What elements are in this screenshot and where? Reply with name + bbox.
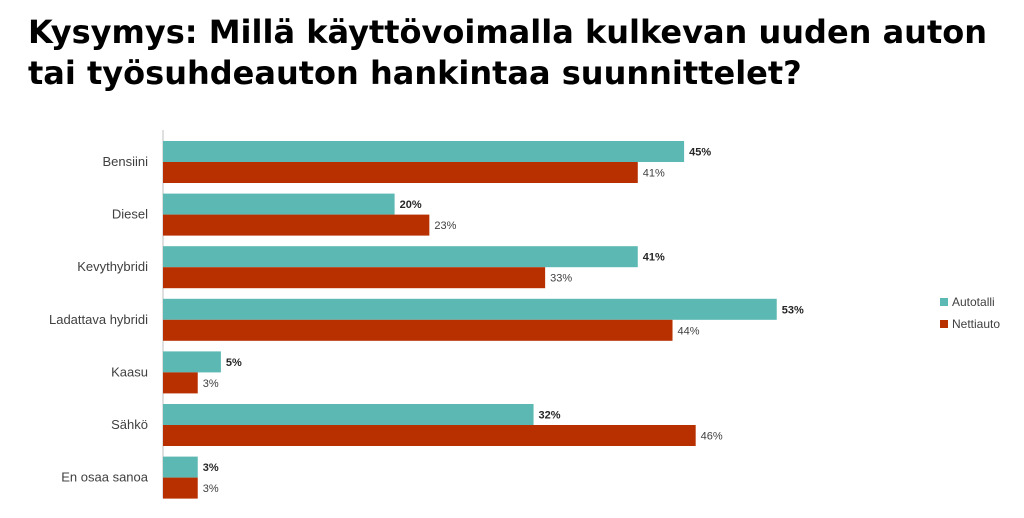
category-label-ladattava-hybridi: Ladattava hybridi xyxy=(49,312,148,327)
bar-nettiauto-ladattava-hybridi xyxy=(163,319,673,341)
value-label-nettiauto-en-osaa-sanoa: 3% xyxy=(203,483,219,495)
legend: Autotalli Nettiauto xyxy=(940,295,1000,331)
bar-nettiauto-diesel xyxy=(163,214,430,236)
bar-autotalli-ladattava-hybridi xyxy=(163,298,777,320)
bar-nettiauto-kaasu xyxy=(163,372,198,394)
value-label-nettiauto-bensiini: 41% xyxy=(643,168,665,180)
value-label-nettiauto-diesel: 23% xyxy=(434,220,456,232)
value-label-nettiauto-s-hk: 46% xyxy=(701,431,723,443)
value-label-nettiauto-kaasu: 3% xyxy=(203,378,219,390)
category-label-s-hk: Sähkö xyxy=(111,417,148,432)
category-label-en-osaa-sanoa: En osaa sanoa xyxy=(61,470,149,485)
bar-nettiauto-bensiini xyxy=(163,162,638,183)
value-label-autotalli-kaasu: 5% xyxy=(226,357,242,369)
value-label-nettiauto-kevythybridi: 33% xyxy=(550,273,572,285)
bar-nettiauto-en-osaa-sanoa xyxy=(163,477,198,499)
bar-autotalli-kaasu xyxy=(163,351,221,373)
category-label-diesel: Diesel xyxy=(112,207,148,222)
value-label-autotalli-kevythybridi: 41% xyxy=(643,252,665,264)
value-label-autotalli-bensiini: 45% xyxy=(689,147,711,159)
category-label-kevythybridi: Kevythybridi xyxy=(77,259,148,274)
value-label-autotalli-diesel: 20% xyxy=(400,199,422,211)
bar-autotalli-en-osaa-sanoa xyxy=(163,456,198,478)
legend-swatch-nettiauto xyxy=(940,320,948,328)
chart-title: Kysymys: Millä käyttövoimalla kulkevan u… xyxy=(28,13,987,92)
value-label-autotalli-s-hk: 32% xyxy=(539,410,561,422)
legend-swatch-autotalli xyxy=(940,298,948,306)
bar-group xyxy=(163,141,777,499)
bar-nettiauto-s-hk xyxy=(163,425,696,446)
value-label-nettiauto-ladattava-hybridi: 44% xyxy=(678,325,700,337)
bar-autotalli-bensiini xyxy=(163,141,685,162)
value-label-autotalli-ladattava-hybridi: 53% xyxy=(782,304,804,316)
value-labels: 45% 41% 20% 23% 41% 33% 53% 44% 5% 3% 32% 46% 3% 3% xyxy=(203,147,804,496)
bar-autotalli-diesel xyxy=(163,193,395,215)
legend-label-autotalli: Autotalli xyxy=(952,295,995,309)
category-label-kaasu: Kaasu xyxy=(111,364,148,379)
bar-autotalli-kevythybridi xyxy=(163,246,638,268)
category-labels: Bensiini Diesel Kevythybridi Ladattava hybr… xyxy=(49,154,149,485)
category-label-bensiini: Bensiini xyxy=(102,154,148,169)
bar-nettiauto-kevythybridi xyxy=(163,267,546,289)
value-label-autotalli-en-osaa-sanoa: 3% xyxy=(203,462,219,474)
bar-autotalli-s-hk xyxy=(163,404,534,425)
legend-label-nettiauto: Nettiauto xyxy=(952,317,1000,331)
